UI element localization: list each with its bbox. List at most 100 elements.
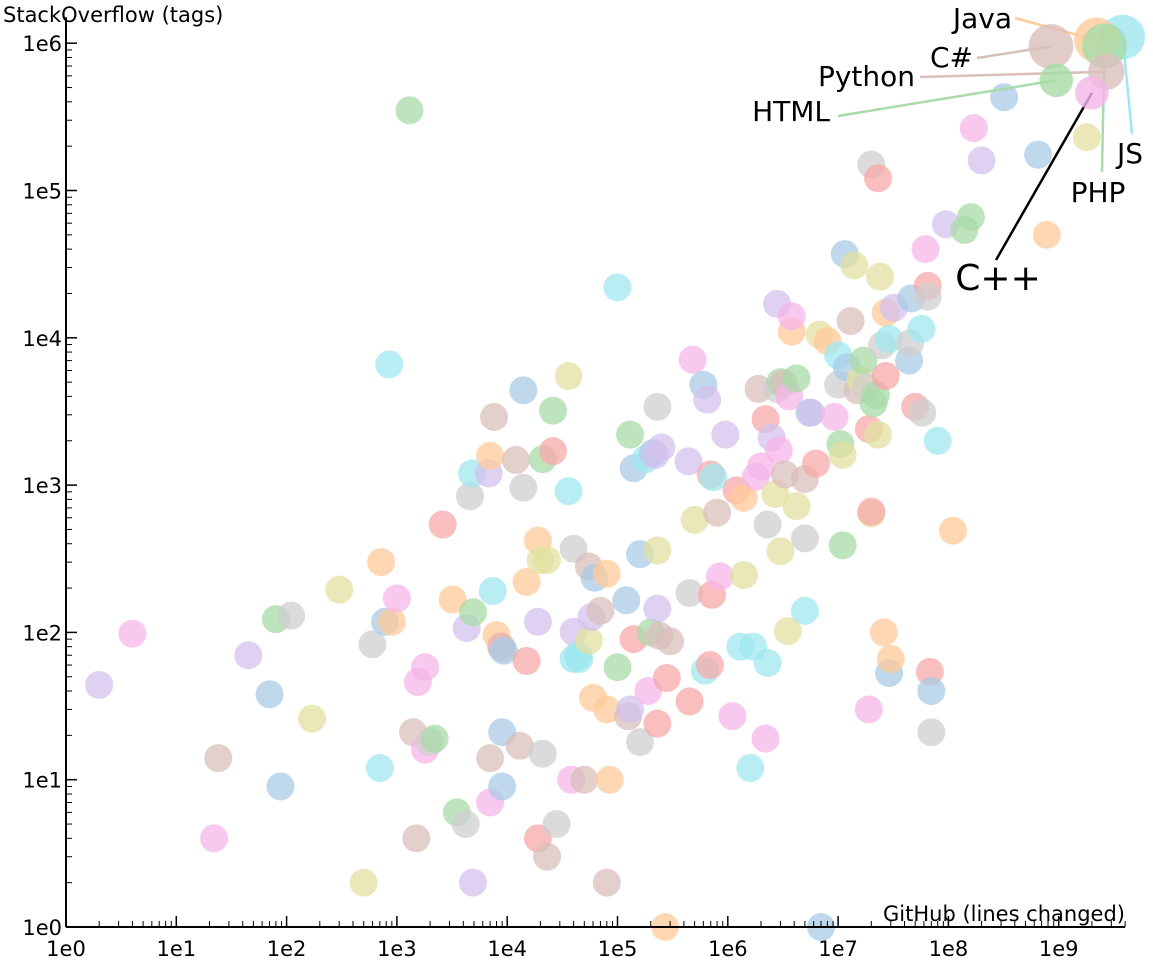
data-point <box>797 398 826 427</box>
data-point <box>643 709 672 738</box>
data-point <box>680 505 709 534</box>
data-point <box>866 262 895 291</box>
data-point <box>616 420 645 449</box>
data-point <box>747 452 776 481</box>
data-point <box>459 598 488 627</box>
data-point <box>523 607 552 636</box>
data-point <box>459 868 488 897</box>
data-point <box>643 594 672 623</box>
y-ticks: 1e0 1e1 1e2 1e3 1e4 1e5 1e6 <box>22 32 77 940</box>
data-point <box>255 680 284 709</box>
data-point <box>656 627 685 656</box>
x-tick-label: 1e1 <box>156 937 196 961</box>
callout-label: C# <box>930 41 973 74</box>
data-point <box>711 420 740 449</box>
data-point <box>790 596 819 625</box>
data-point <box>489 636 518 665</box>
data-point <box>420 724 449 753</box>
data-point <box>967 146 996 175</box>
data-point <box>402 824 431 853</box>
data-point <box>533 842 562 871</box>
callout-label: Java <box>951 2 1012 35</box>
data-point <box>703 498 732 527</box>
data-point <box>854 695 883 724</box>
data-point <box>375 350 404 379</box>
data-point <box>200 824 229 853</box>
x-axis-title: GitHub (lines changed) <box>883 902 1125 926</box>
data-point <box>777 302 806 331</box>
data-point <box>917 718 946 747</box>
data-point <box>820 402 849 431</box>
data-point <box>476 441 505 470</box>
data-point <box>476 744 505 773</box>
data-point <box>911 235 940 264</box>
data-point <box>753 648 782 677</box>
data-point <box>377 607 406 636</box>
callout-label: JS <box>1115 137 1143 170</box>
data-point <box>367 548 396 577</box>
x-tick-label: 1e9 <box>1039 937 1079 961</box>
data-point <box>266 772 295 801</box>
data-point <box>456 482 485 511</box>
x-tick-label: 1e6 <box>708 937 748 961</box>
data-point <box>828 531 857 560</box>
data-point <box>907 314 936 343</box>
data-point <box>840 251 869 280</box>
data-point-csharp <box>1028 24 1074 69</box>
data-point <box>204 744 233 773</box>
data-point <box>652 664 681 693</box>
data-point <box>869 618 898 647</box>
data-point <box>478 577 507 606</box>
data-point <box>612 586 641 615</box>
data-point <box>325 575 354 604</box>
data-point <box>782 492 811 521</box>
data-point <box>751 724 780 753</box>
data-point <box>647 433 676 462</box>
labeled-points-layer <box>1028 14 1146 110</box>
data-point <box>849 346 878 375</box>
data-point <box>428 510 457 539</box>
data-point <box>509 473 538 502</box>
data-point <box>554 477 583 506</box>
callout-label: Python <box>818 60 915 93</box>
data-point <box>736 754 765 783</box>
data-point <box>764 436 793 465</box>
data-point <box>277 601 306 630</box>
data-point <box>603 653 632 682</box>
data-point <box>871 362 900 391</box>
callout-line <box>919 70 1107 79</box>
data-point <box>528 739 557 768</box>
data-point <box>643 392 672 421</box>
y-tick-label: 1e2 <box>22 621 62 645</box>
y-tick-label: 1e5 <box>22 180 62 204</box>
data-point <box>616 695 645 724</box>
data-point <box>917 677 946 706</box>
data-point <box>790 524 819 553</box>
x-tick-label: 1e4 <box>487 937 527 961</box>
data-point <box>574 626 603 655</box>
data-point <box>643 536 672 565</box>
data-point <box>570 765 599 794</box>
y-tick-label: 1e6 <box>22 32 62 56</box>
data-point <box>512 567 541 596</box>
data-point <box>395 96 424 125</box>
data-point <box>451 810 480 839</box>
callout-label: HTML <box>752 95 830 128</box>
data-point <box>696 651 725 680</box>
data-point-html <box>1039 63 1074 98</box>
data-point <box>959 114 988 143</box>
data-point-cpp <box>1075 76 1109 110</box>
data-point <box>913 282 942 311</box>
y-tick-label: 1e0 <box>22 916 62 940</box>
y-tick-label: 1e1 <box>22 769 62 793</box>
data-point <box>836 307 865 336</box>
data-point <box>674 447 703 476</box>
data-point <box>438 585 467 614</box>
callout-label: C++ <box>955 258 1040 299</box>
data-point <box>678 345 707 374</box>
data-point <box>592 559 621 588</box>
data-point <box>480 402 509 431</box>
callout-line <box>837 79 1057 118</box>
data-point <box>782 364 811 393</box>
